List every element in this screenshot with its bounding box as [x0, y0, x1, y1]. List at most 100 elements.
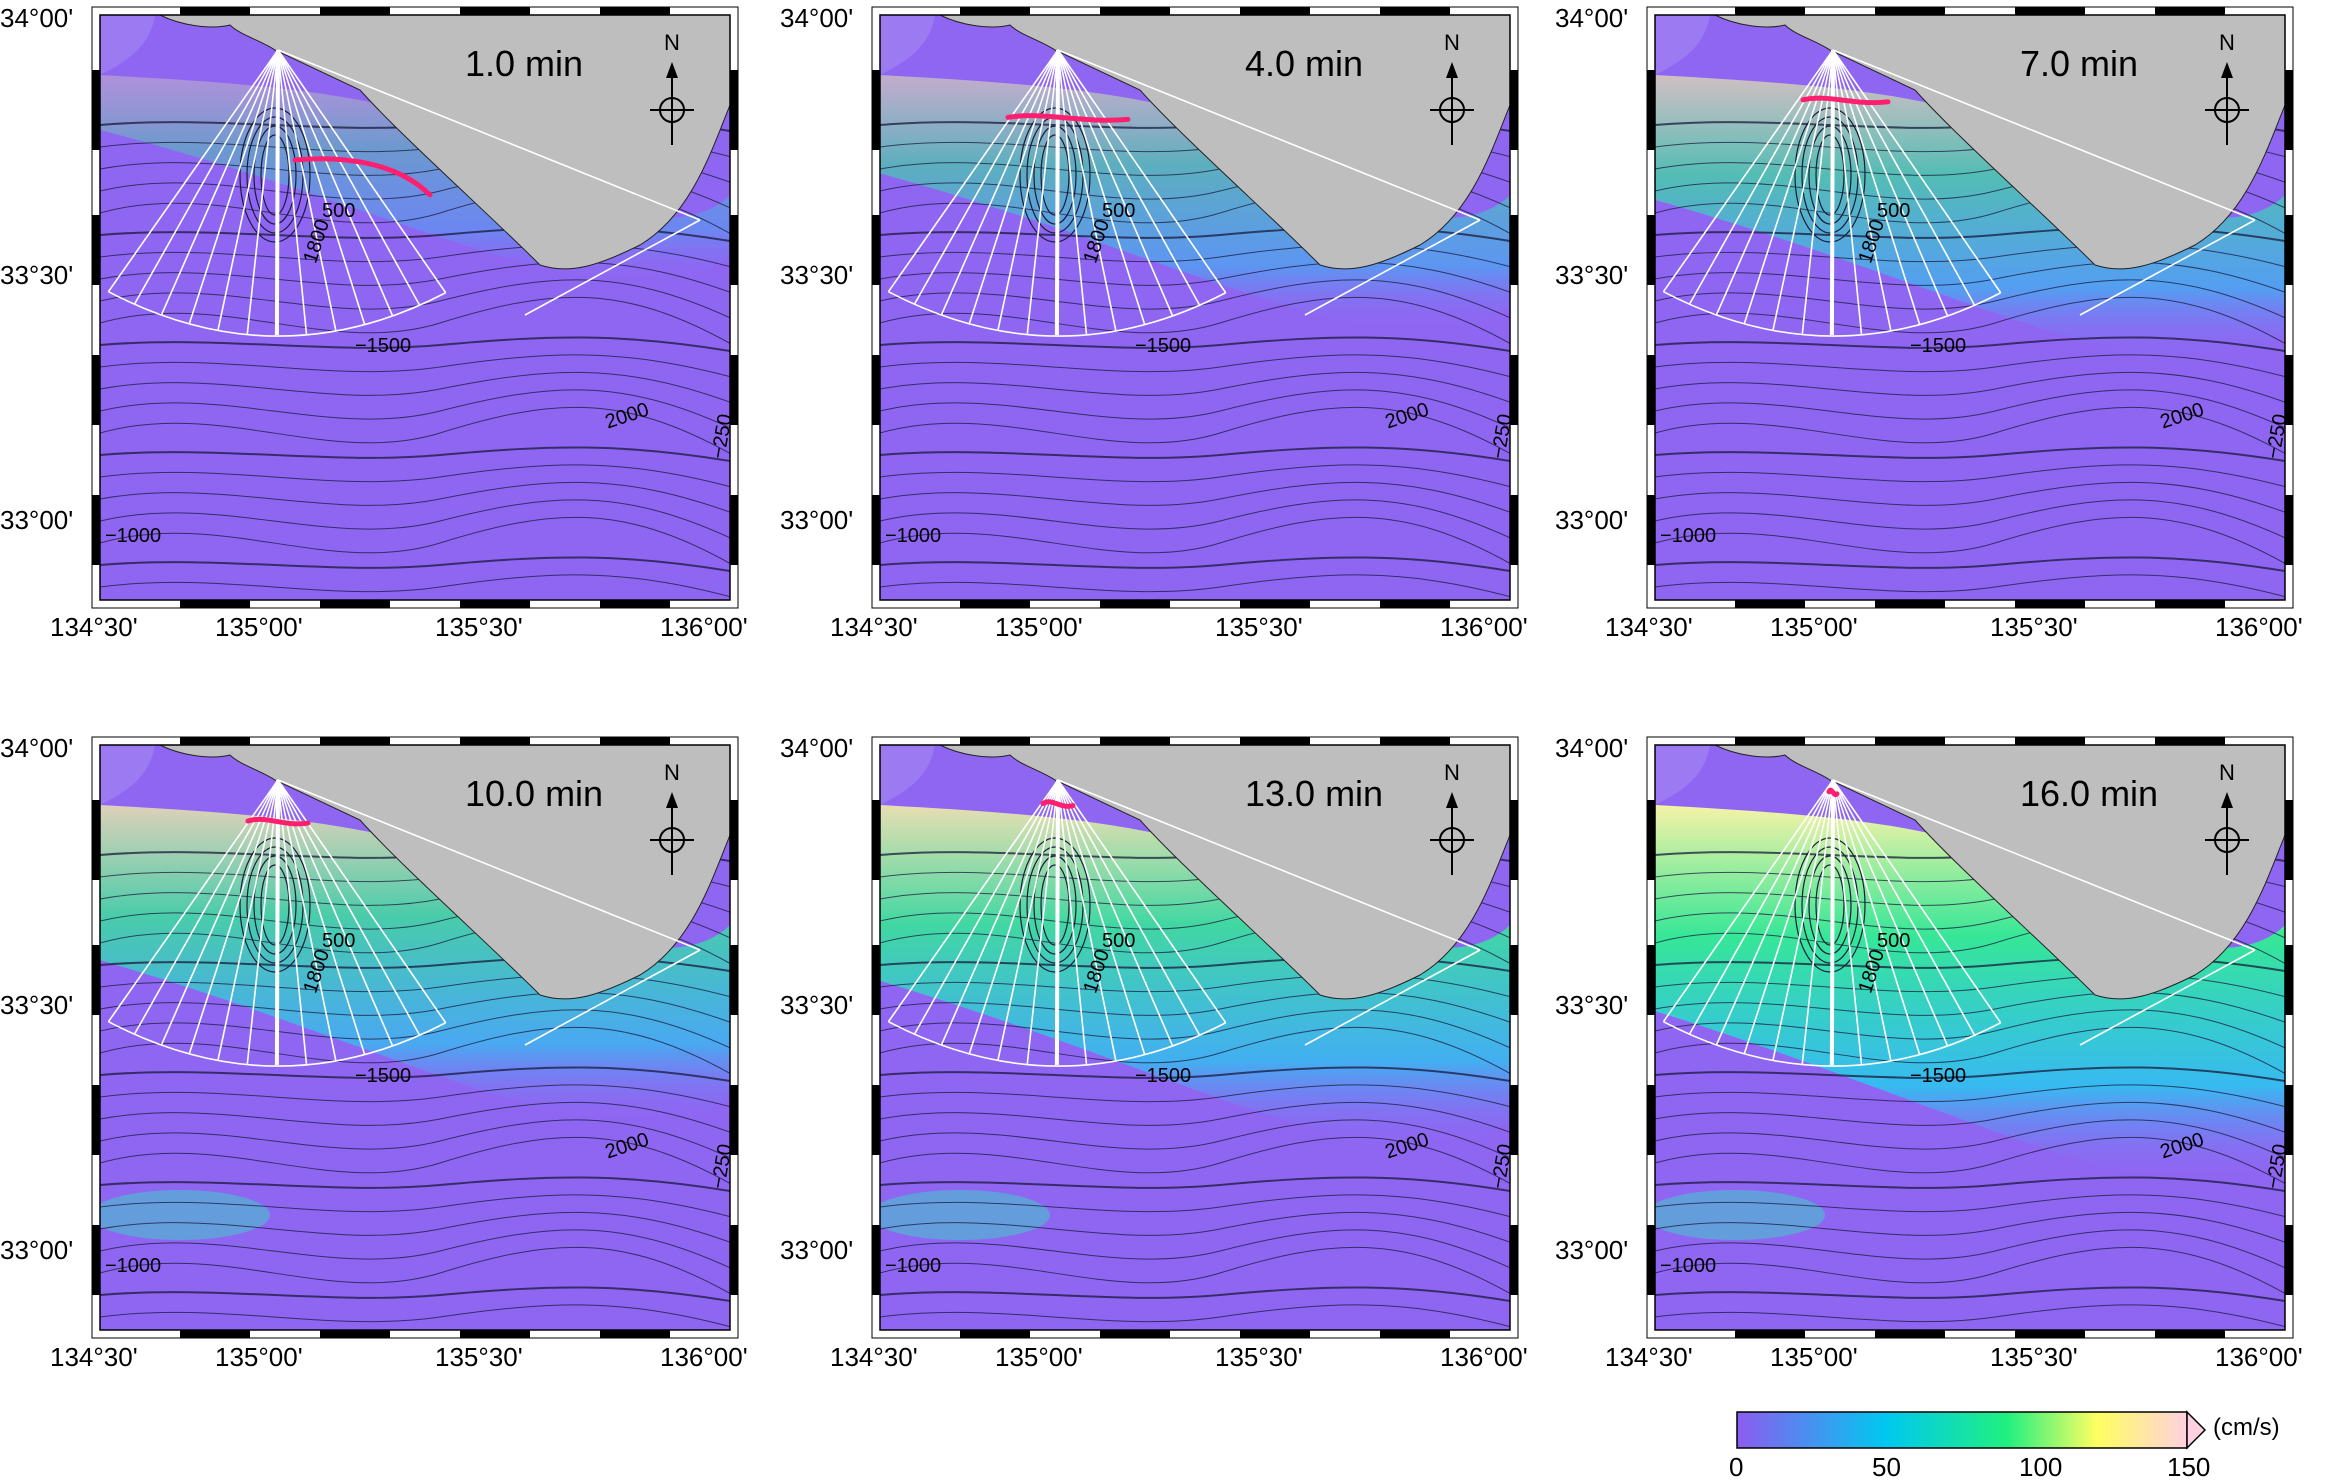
bathymetry-contour: [100, 1084, 730, 1108]
bathymetry-contour: [100, 1246, 730, 1294]
lon-label-135-30: 135°30': [1990, 1342, 2078, 1372]
lon-label-134-30: 134°30': [830, 1342, 918, 1372]
transect-line: [1057, 779, 1146, 1055]
frame-tick: [872, 70, 880, 150]
frame-tick: [92, 1085, 100, 1155]
frame-tick: [2285, 495, 2293, 565]
panel-time-label: 13.0 min: [1245, 773, 1384, 814]
frame-tick: [872, 495, 880, 565]
bathymetry-contour: [1655, 1286, 2285, 1302]
contour-label-1500: −1500: [1910, 1065, 1967, 1087]
frame-tick: [2155, 600, 2225, 608]
bathymetry-contour: [880, 279, 1510, 319]
lat-label-34-00: 34°00': [1555, 733, 1629, 763]
transect-line: [160, 49, 279, 316]
contour-label-1000: −1000: [1660, 525, 1717, 547]
bathymetry-contour: [1655, 1194, 2285, 1218]
transect-line: [133, 779, 279, 1036]
bathymetry-contour: [880, 1026, 1510, 1074]
tsunami-front: [1040, 799, 1076, 809]
transect-line: [1057, 779, 1481, 951]
transect-line: [887, 779, 1059, 1023]
bathymetry-contour: [880, 1119, 1510, 1159]
transect-line: [277, 49, 421, 306]
transect-line: [1832, 49, 2256, 221]
frame-tick: [1380, 737, 1450, 745]
lat-label-34-00: 34°00': [1555, 3, 1629, 33]
bathymetry-contour: [100, 261, 730, 293]
bathymetry-contour: [100, 336, 730, 352]
frame-tick: [2015, 1330, 2085, 1338]
bathymetry-contour: [880, 336, 1510, 352]
colorbar-tick-50: 50: [1872, 1452, 1901, 1482]
lon-label-134-30: 134°30': [1605, 1342, 1693, 1372]
contour-label-500: 500: [1877, 930, 1911, 952]
tsunami-velocity-band: [100, 805, 730, 1124]
frame-tick: [872, 945, 880, 1015]
fan-arc: [1304, 219, 1481, 316]
transect-line: [1832, 779, 1949, 1047]
bathymetry-contour: [880, 406, 1510, 454]
transect-line: [277, 779, 447, 1024]
map-panel-2: 4.0 min N 34°00' 33°30' 33°00' 134°30' 135°00'…: [780, 0, 1550, 725]
bathymetry-contour: [100, 1009, 730, 1049]
frame-tick: [1100, 1330, 1170, 1338]
frame-tick: [730, 70, 738, 150]
frame-tick: [1735, 1330, 1805, 1338]
frame-tick: [180, 1330, 250, 1338]
lon-label-135-30: 135°30': [1990, 612, 2078, 642]
lon-label-135-00: 135°00': [1770, 612, 1858, 642]
lat-label-33-30: 33°30': [0, 260, 74, 290]
frame-tick: [92, 355, 100, 425]
contour-label-500: 500: [322, 200, 356, 222]
fan-arc: [1663, 290, 2002, 337]
seamount-contour: [253, 855, 297, 955]
transect-line: [1054, 779, 1060, 1066]
bathymetry-contour: [100, 371, 730, 403]
bathymetry-contour: [1655, 991, 2285, 1023]
frame-tick: [2285, 1225, 2293, 1295]
transect-line: [277, 779, 701, 951]
map-frame-outer: [1646, 6, 2294, 609]
bathymetry-contour: [1655, 336, 2285, 352]
frame-tick: [92, 70, 100, 150]
frame-tick: [730, 800, 738, 880]
contour-label-1000: −1000: [1660, 1255, 1717, 1277]
frame-tick: [1875, 600, 1945, 608]
transect-line: [1832, 49, 1976, 306]
contour-label-1500: −1500: [1135, 1065, 1192, 1087]
bathymetry-contour: [880, 1009, 1510, 1049]
fan-arc: [1304, 949, 1481, 1046]
transect-line: [188, 49, 279, 325]
lon-label-134-30: 134°30': [50, 612, 138, 642]
transect-line: [1054, 49, 1060, 336]
transect-line: [277, 49, 394, 317]
frame-tick: [1380, 600, 1450, 608]
frame-tick: [1647, 495, 1655, 565]
frame-tick: [180, 737, 250, 745]
transect-line: [160, 779, 279, 1046]
bathymetry-contour: [1655, 1211, 2285, 1243]
bathymetry-contour: [1655, 261, 2285, 293]
bathymetry-contour: [100, 1101, 730, 1133]
contour-label-1000: −1000: [885, 1255, 942, 1277]
frame-tick: [2155, 7, 2225, 15]
frame-tick: [2285, 215, 2293, 285]
transect-line: [1801, 779, 1834, 1064]
transect-line: [1688, 779, 1834, 1036]
frame-tick: [1647, 1225, 1655, 1295]
seamount-contour: [253, 125, 297, 225]
transect-line: [188, 779, 279, 1055]
transect-line: [940, 49, 1059, 316]
north-label: N: [664, 30, 680, 55]
frame-tick: [1510, 495, 1518, 565]
fan-arc: [2079, 219, 2256, 316]
coast-shelf: [1655, 15, 1710, 75]
frame-tick: [872, 1085, 880, 1155]
bathymetry-contour: [1655, 446, 2285, 462]
frame-tick: [2015, 600, 2085, 608]
map-frame-outer: [91, 6, 739, 609]
frame-tick: [1647, 355, 1655, 425]
bathymetry-contour: [880, 481, 1510, 513]
bathymetry-contour: [1655, 354, 2285, 378]
